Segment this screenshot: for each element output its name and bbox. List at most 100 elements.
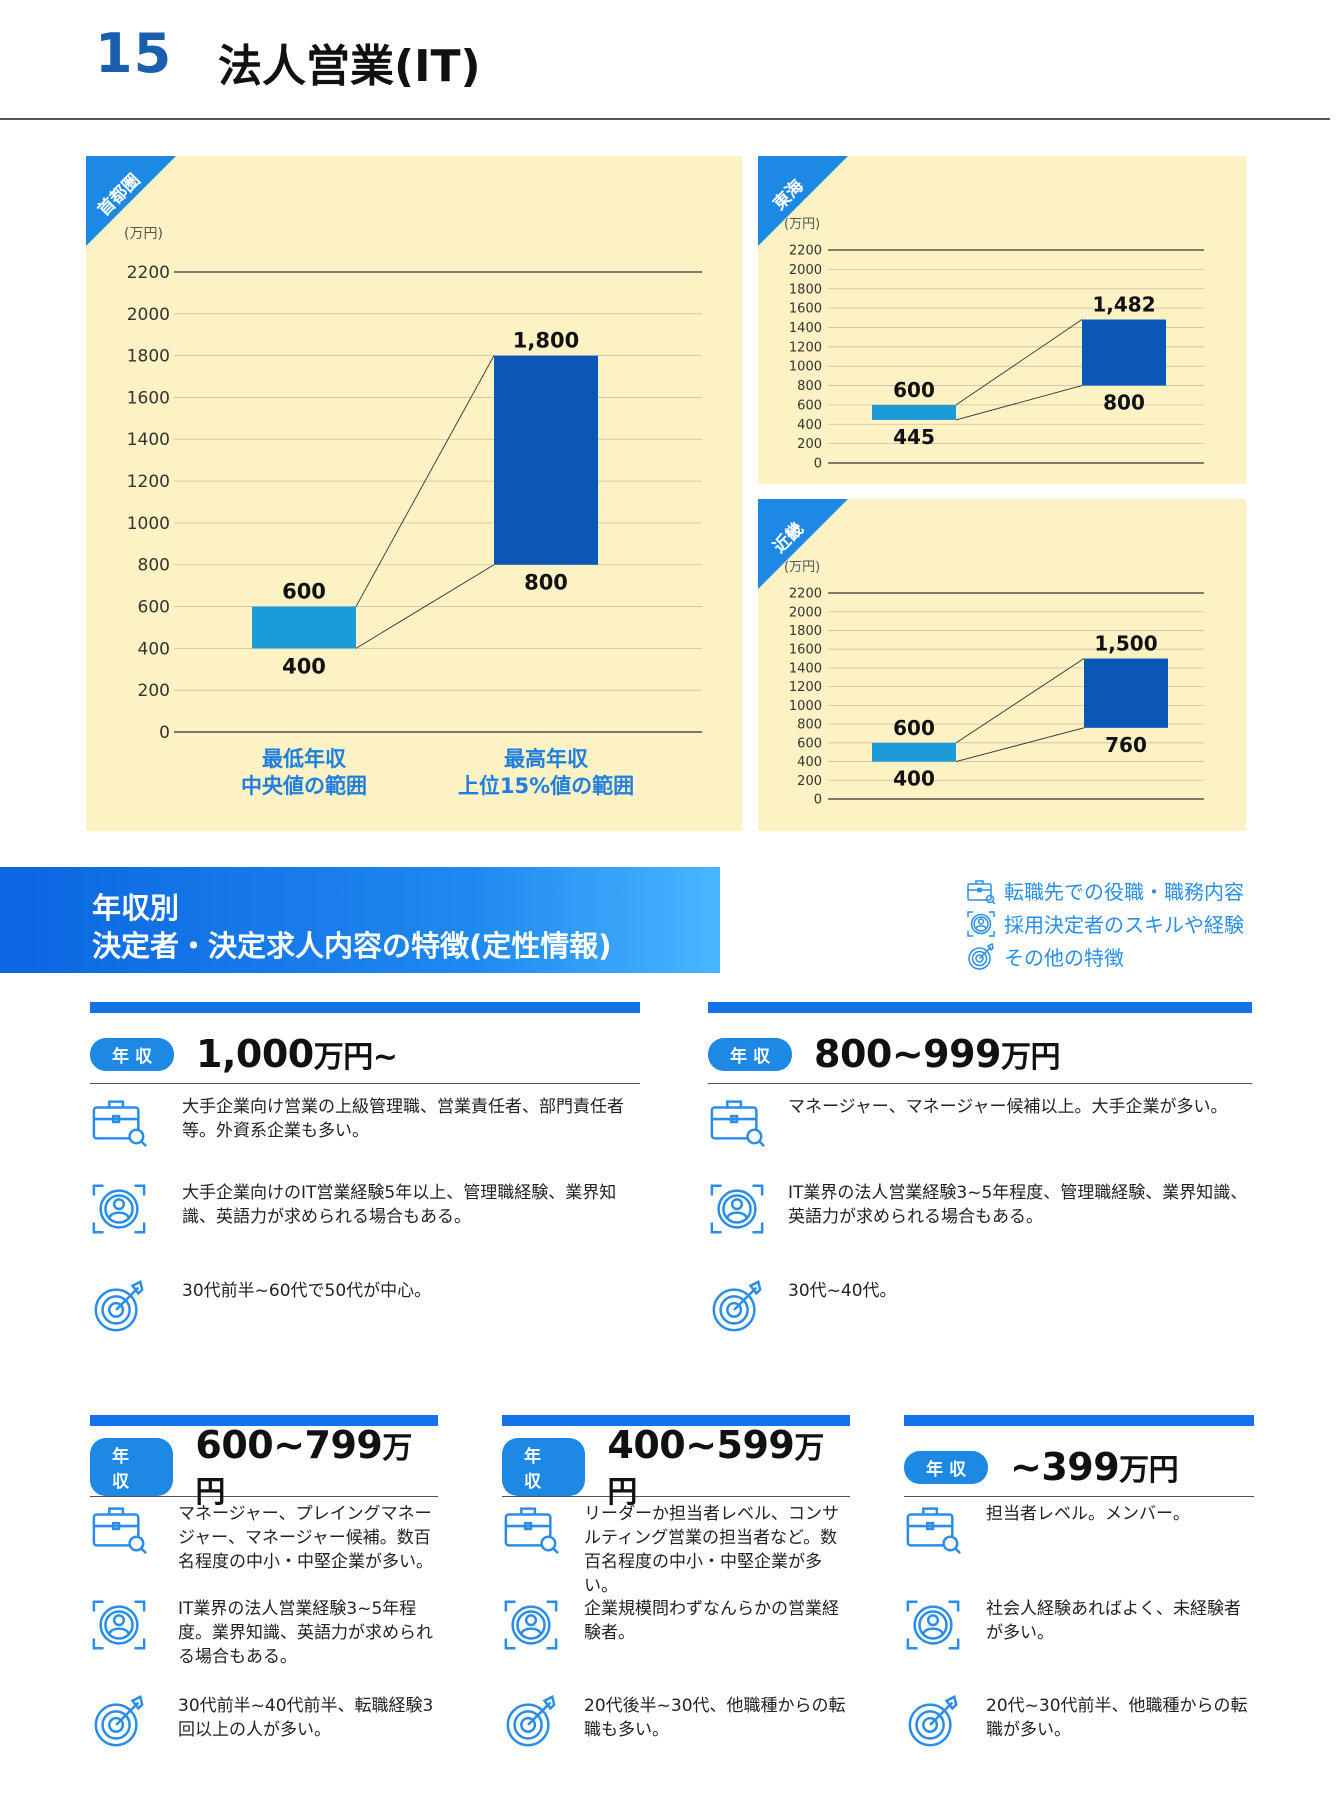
- tier-item-text: 大手企業向けのIT営業経験5年以上、管理職経験、業界知識、英語力が求められる場合…: [182, 1183, 617, 1227]
- page-number: 15: [95, 22, 173, 85]
- y-tick-label: 600: [797, 736, 822, 751]
- data-label-high: 600: [282, 580, 326, 604]
- briefcase-icon: [904, 1502, 962, 1558]
- person-target-icon: [708, 1181, 766, 1241]
- region-tag: [758, 499, 848, 589]
- briefcase-icon: [90, 1095, 148, 1151]
- y-tick-label: 1000: [127, 514, 170, 534]
- income-range-unit: 万円: [1119, 1453, 1179, 1488]
- y-tick-label: 2200: [789, 587, 822, 602]
- tier-item-skills: 企業規模問わずなんらかの営業経験者。: [502, 1597, 850, 1657]
- tier-item-text: 社会人経験あればよく、未経験者が多い。: [986, 1599, 1241, 1643]
- tier-header: 年収 1,000万円~: [90, 1025, 640, 1084]
- connector-line-high: [955, 319, 1083, 406]
- connector-line-high: [355, 355, 495, 607]
- tier-item-other: 20代後半~30代、他職種からの転職も多い。: [502, 1694, 850, 1754]
- chart-tokai: (万円) 0 200 400 600 800 1000 1200 1400 1600 1800 200…: [784, 217, 1204, 472]
- data-label-low: 445: [893, 425, 935, 449]
- person-target-icon: [90, 1597, 148, 1657]
- target-arrow-icon: [968, 942, 994, 970]
- tier-top-bar: [90, 1002, 640, 1013]
- y-tick-label: 2000: [789, 605, 822, 620]
- income-range-value: ~399: [1010, 1445, 1120, 1489]
- y-tick-label: 2200: [127, 263, 170, 283]
- tier-top-bar: [708, 1002, 1252, 1013]
- y-tick-label: 1400: [789, 661, 822, 676]
- target-arrow-icon: [904, 1694, 962, 1754]
- tier-header: 年収 600~799万円: [90, 1423, 438, 1510]
- y-tick-label: 800: [797, 718, 822, 733]
- bar-min-range: [872, 404, 956, 420]
- bar-max-range: [494, 355, 598, 565]
- income-pill: 年収: [90, 1037, 174, 1071]
- legend-other: その他の特徴: [966, 940, 1244, 973]
- y-tick-label: 400: [797, 755, 822, 770]
- tier-top-bar: [502, 1415, 850, 1426]
- income-range-unit: 万円~: [313, 1040, 398, 1075]
- y-tick-label: 0: [814, 793, 822, 808]
- data-label-high: 1,500: [1094, 632, 1157, 656]
- chart-kinki: (万円) 0 200 400 600 800 1000 1200 1400 1600 1800 200…: [784, 560, 1204, 808]
- region-tag: [86, 156, 176, 246]
- category-label: 上位15%値の範囲: [458, 774, 634, 798]
- y-tick-label: 0: [814, 457, 822, 472]
- tier-column: 年収 ~399万円 担当者レベル。メンバー。 社会人経験あればよく、未経験者が多い。 2…: [904, 1415, 1254, 1747]
- income-range: 800~999万円: [814, 1032, 1060, 1076]
- income-pill: 年収: [502, 1438, 586, 1496]
- income-pill: 年収: [90, 1438, 174, 1496]
- income-range-value: 1,000: [196, 1032, 314, 1076]
- connector-line-low: [955, 385, 1083, 421]
- tier-item-text: リーダーか担当者レベル、コンサルティング営業の担当者など。数百名程度の中小・中堅…: [584, 1504, 839, 1596]
- data-label-high: 1,482: [1092, 293, 1155, 317]
- connector-line-high: [955, 658, 1085, 744]
- page-title: 法人営業(IT): [218, 41, 481, 92]
- section-banner: [0, 867, 720, 973]
- tier-item-other: 30代~40代。: [708, 1279, 1252, 1339]
- y-tick-label: 600: [138, 597, 170, 617]
- y-tick-label: 200: [797, 437, 822, 452]
- person-target-icon: [904, 1597, 962, 1657]
- tier-top-bar: [90, 1415, 438, 1426]
- y-tick-label: 200: [797, 774, 822, 789]
- income-pill: 年収: [708, 1037, 792, 1071]
- tier-header: 年収 400~599万円: [502, 1423, 850, 1510]
- chart-panel-shutoken: 首都圏 (万円) 0 200 400 600 800 1000 1200 1400 1600 180…: [86, 156, 742, 831]
- income-range-unit: 万円: [607, 1431, 824, 1510]
- data-label-low: 760: [1105, 733, 1147, 757]
- data-label-low: 800: [524, 571, 568, 595]
- tier-item-text: 30代前半~60代で50代が中心。: [182, 1281, 432, 1301]
- y-tick-label: 1000: [789, 360, 822, 375]
- bar-max-range: [1084, 658, 1168, 728]
- icon-legend: 転職先での役職・職務内容 採用決定者のスキルや経験 その他の特徴: [966, 874, 1244, 973]
- person-target-icon: [967, 910, 995, 937]
- y-tick-label: 1800: [789, 282, 822, 297]
- tier-header: 年収 800~999万円: [708, 1025, 1252, 1084]
- tier-item-skills: 大手企業向けのIT営業経験5年以上、管理職経験、業界知識、英語力が求められる場合…: [90, 1181, 640, 1241]
- y-tick-label: 1600: [127, 388, 170, 408]
- data-label-low: 400: [282, 654, 326, 678]
- tier-column: 年収 600~799万円 マネージャー、プレイングマネージャー、マネージャー候補。数…: [90, 1415, 438, 1747]
- legend-role: 転職先での役職・職務内容: [966, 874, 1244, 907]
- section-title-line2: 決定者・決定求人内容の特徴(定性情報): [92, 929, 612, 963]
- briefcase-icon: [967, 879, 996, 904]
- tier-item-skills: 社会人経験あればよく、未経験者が多い。: [904, 1597, 1254, 1657]
- tier-item-text: 大手企業向け営業の上級管理職、営業責任者、部門責任者等。外資系企業も多い。: [182, 1097, 624, 1141]
- tier-item-text: 企業規模問わずなんらかの営業経験者。: [584, 1599, 839, 1643]
- income-range-value: 800~999: [814, 1032, 1001, 1076]
- y-tick-label: 2000: [127, 305, 170, 325]
- y-tick-label: 400: [797, 418, 822, 433]
- income-pill: 年収: [904, 1450, 988, 1484]
- tier-item-text: マネージャー、マネージャー候補以上。大手企業が多い。: [788, 1097, 1228, 1117]
- tier-header: 年収 ~399万円: [904, 1438, 1254, 1497]
- y-tick-label: 1800: [127, 347, 170, 367]
- y-tick-label: 2000: [789, 263, 822, 278]
- income-range: 600~799万円: [195, 1423, 438, 1511]
- connector-line-low: [955, 727, 1085, 762]
- tier-item-other: 30代前半~60代で50代が中心。: [90, 1279, 640, 1339]
- units-label: (万円): [784, 217, 820, 232]
- y-tick-label: 1400: [789, 321, 822, 336]
- data-label-low: 400: [893, 767, 935, 791]
- category-label: 最低年収: [262, 747, 347, 771]
- target-arrow-icon: [90, 1279, 148, 1339]
- y-tick-label: 1000: [789, 699, 822, 714]
